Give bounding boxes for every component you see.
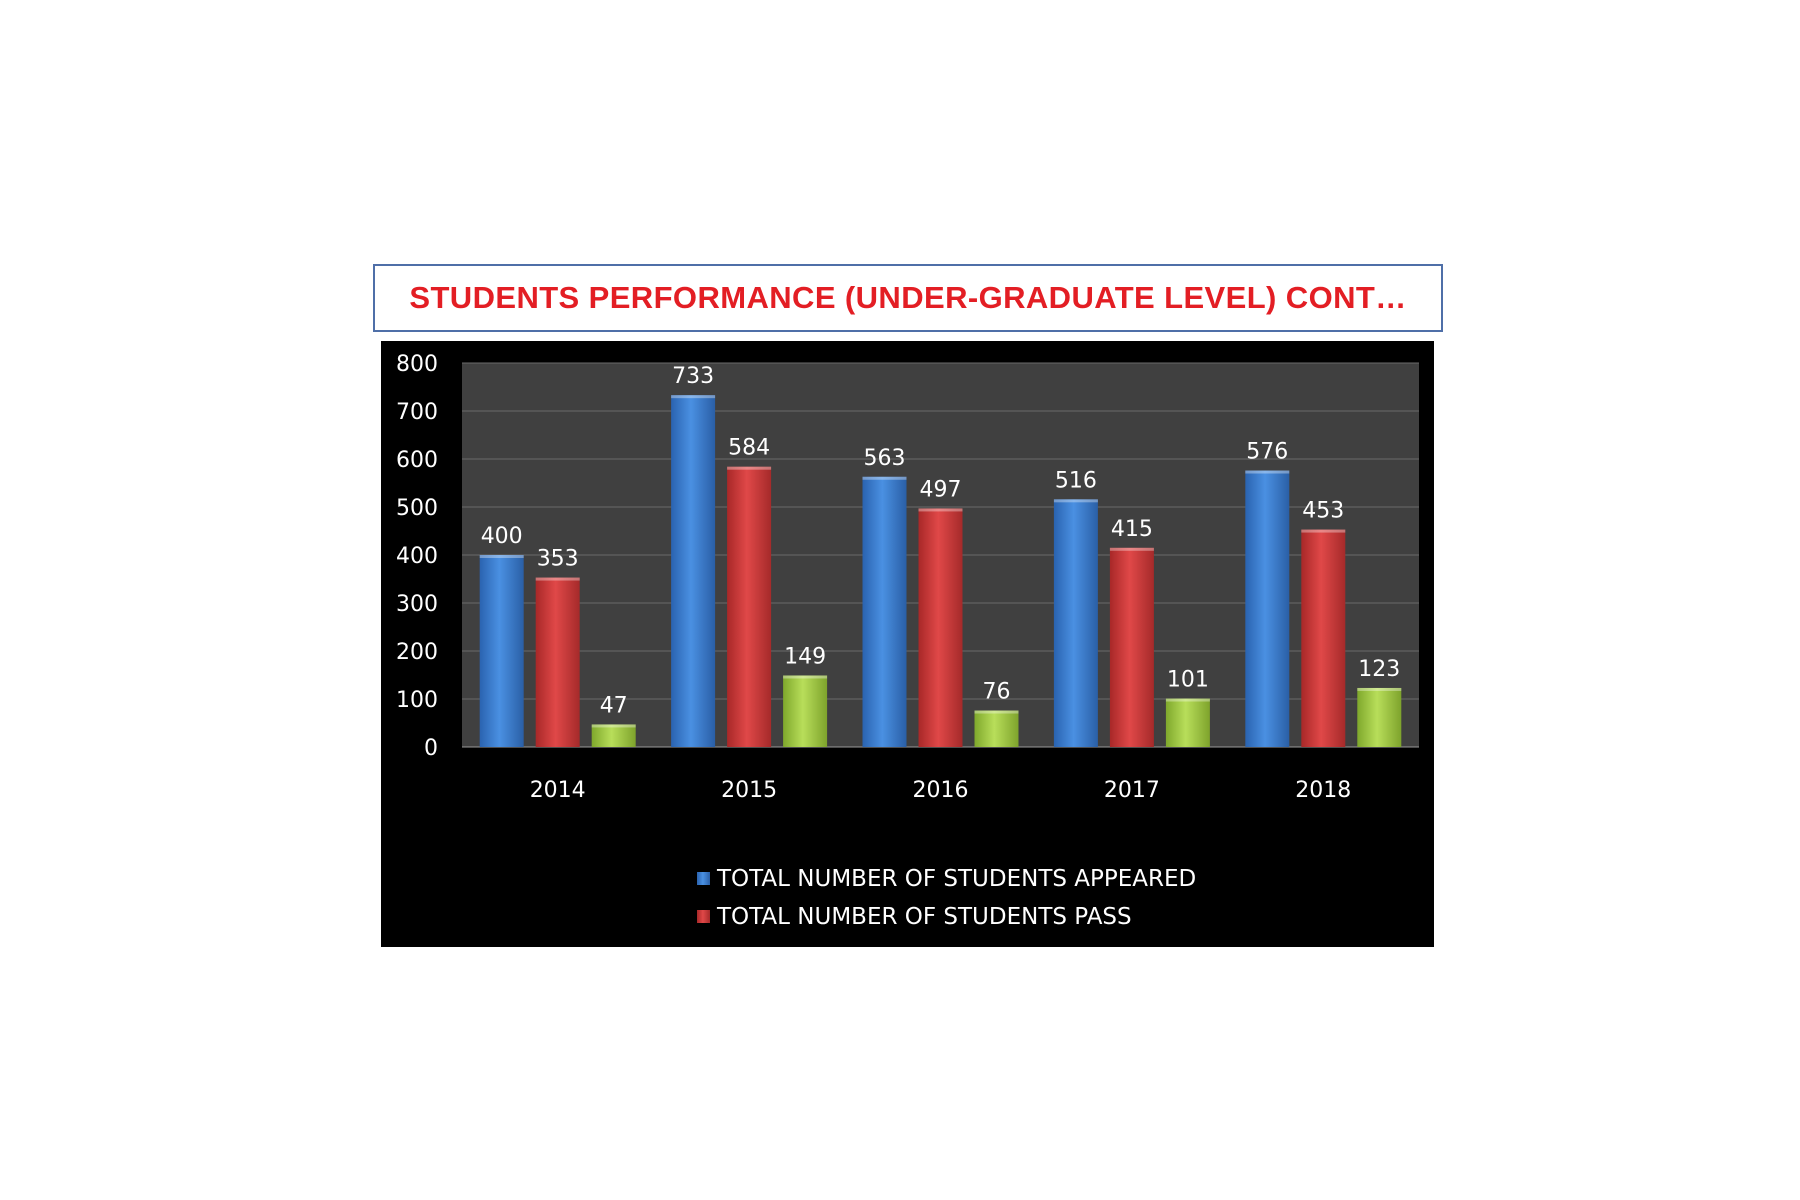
bar-2018-series-2	[1301, 529, 1346, 747]
bar-highlight	[862, 476, 907, 480]
data-label-2018-series-2: 453	[1302, 499, 1344, 524]
x-tick-label: 2017	[1104, 778, 1160, 803]
y-tick-label: 700	[396, 400, 438, 425]
x-tick-label: 2014	[530, 778, 586, 803]
bar-2018-series-1	[1245, 470, 1290, 747]
data-label-2017-series-3: 101	[1167, 668, 1209, 693]
y-tick-label: 800	[396, 352, 438, 377]
legend: TOTAL NUMBER OF STUDENTS APPEARED TOTAL N…	[697, 866, 1196, 930]
y-tick-label: 300	[396, 592, 438, 617]
x-tick-label: 2016	[913, 778, 969, 803]
bar-2015-series-2	[727, 466, 772, 747]
bar-highlight	[1109, 547, 1154, 551]
y-tick-label: 0	[424, 736, 438, 761]
data-label-2016-series-1: 563	[864, 446, 906, 471]
slide-title-box: STUDENTS PERFORMANCE (UNDER-GRADUATE LEV…	[373, 264, 1443, 332]
data-label-2014-series-1: 400	[481, 524, 523, 549]
legend-swatch-series-2	[697, 910, 710, 923]
data-label-2014-series-3: 47	[600, 693, 628, 718]
bar-highlight	[671, 395, 716, 399]
x-axis-ticks: 2014 2015 2016 2017 2018	[530, 778, 1352, 803]
data-label-2018-series-3: 123	[1358, 657, 1400, 682]
y-tick-label: 500	[396, 496, 438, 521]
bar-highlight	[1245, 470, 1290, 474]
x-tick-label: 2018	[1295, 778, 1351, 803]
bar-highlight	[1053, 499, 1098, 503]
data-label-2015-series-1: 733	[672, 364, 714, 389]
data-label-2017-series-1: 516	[1055, 468, 1097, 493]
y-tick-label: 200	[396, 640, 438, 665]
bar-highlight	[535, 577, 580, 581]
bar-highlight	[1165, 698, 1210, 702]
bar-2015-series-3	[783, 675, 828, 747]
data-label-2016-series-3: 76	[983, 680, 1011, 705]
data-label-2016-series-2: 497	[920, 477, 962, 502]
bar-highlight	[727, 466, 772, 470]
data-label-2015-series-2: 584	[728, 436, 770, 461]
bar-chart: 0 100 200 300 400 500 600 700 800 400 353 47 733 584…	[396, 352, 1419, 930]
data-label-2017-series-2: 415	[1111, 517, 1153, 542]
bar-2016-series-2	[918, 508, 963, 747]
bar-highlight	[1357, 687, 1402, 691]
bar-highlight	[479, 555, 524, 558]
data-label-2018-series-1: 576	[1246, 440, 1288, 465]
legend-swatch-series-1	[697, 872, 710, 885]
bar-2018-series-3	[1357, 687, 1402, 747]
bar-highlight	[591, 724, 636, 728]
bar-2015-series-1	[671, 395, 716, 747]
y-tick-label: 100	[396, 688, 438, 713]
legend-label-series-2: TOTAL NUMBER OF STUDENTS PASS	[716, 904, 1132, 930]
y-tick-label: 400	[396, 544, 438, 569]
bar-2017-series-2	[1109, 547, 1154, 747]
bar-2014-series-2	[535, 577, 580, 747]
bar-highlight	[974, 710, 1019, 714]
bar-2017-series-3	[1165, 698, 1210, 747]
bar-highlight	[918, 508, 963, 512]
y-axis-ticks: 0 100 200 300 400 500 600 700 800	[396, 352, 438, 761]
data-label-2014-series-2: 353	[537, 547, 579, 572]
bar-highlight	[783, 675, 828, 679]
bar-2017-series-1	[1053, 499, 1098, 747]
chart-panel: 0 100 200 300 400 500 600 700 800 400 353 47 733 584…	[381, 341, 1434, 947]
bar-2016-series-1	[862, 476, 907, 747]
data-label-2015-series-3: 149	[784, 644, 826, 669]
x-tick-label: 2015	[721, 778, 777, 803]
bar-2016-series-3	[974, 710, 1019, 747]
data-labels: 400 353 47 733 584 149 563 497 76 516 415 101 576 453…	[481, 364, 1401, 718]
legend-label-series-1: TOTAL NUMBER OF STUDENTS APPEARED	[716, 866, 1196, 892]
bar-2014-series-3	[591, 724, 636, 747]
y-tick-label: 600	[396, 448, 438, 473]
bar-highlight	[1301, 529, 1346, 533]
bar-2014-series-1	[479, 555, 524, 747]
slide-title: STUDENTS PERFORMANCE (UNDER-GRADUATE LEV…	[409, 280, 1407, 315]
bars	[479, 395, 1402, 747]
